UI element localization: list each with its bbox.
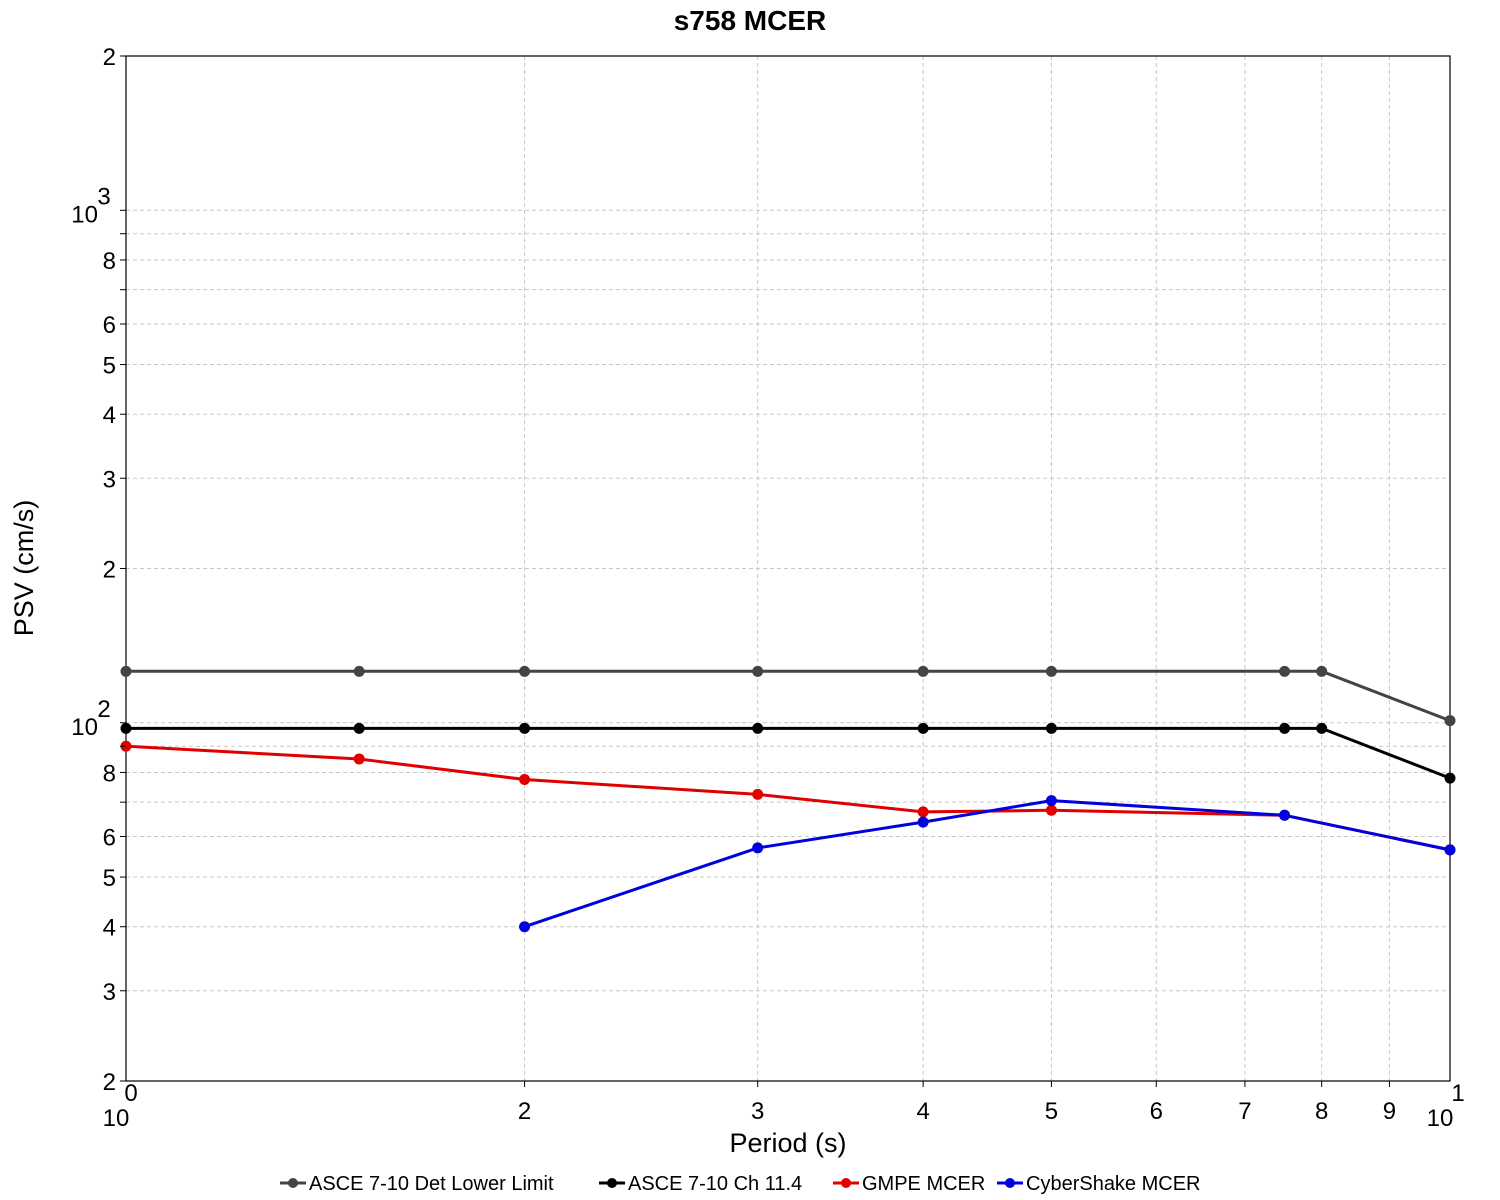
- series-asce-7-10-det-lower-limit: [120, 665, 1456, 727]
- data-point: [917, 816, 929, 828]
- legend-item: ASCE 7-10 Det Lower Limit: [280, 1173, 554, 1195]
- data-point: [1279, 722, 1291, 734]
- x-tick-label: 4: [916, 1098, 929, 1125]
- data-point: [1045, 665, 1057, 677]
- legend-label: CyberShake MCER: [1026, 1173, 1201, 1195]
- y-tick-label: 8: [103, 760, 116, 787]
- data-point: [519, 921, 531, 933]
- x-tick-label: 9: [1383, 1098, 1396, 1125]
- data-point: [1045, 722, 1057, 734]
- y-major-tick-label: 10: [71, 201, 98, 228]
- data-point: [1444, 844, 1456, 856]
- y-axis-label: PSV (cm/s): [9, 500, 39, 637]
- y-tick-label: 4: [103, 402, 116, 429]
- legend-swatch-marker: [1005, 1178, 1015, 1188]
- data-point: [752, 722, 764, 734]
- series-line: [125, 744, 1451, 852]
- y-tick-label: 6: [103, 312, 116, 339]
- series-line: [126, 726, 1451, 780]
- y-tick-label: 8: [103, 248, 116, 275]
- series-layer: [120, 665, 1456, 933]
- series-gmpe-mcer: [120, 740, 1456, 856]
- data-point: [519, 722, 531, 734]
- data-point: [752, 842, 764, 854]
- series-line: [524, 799, 1451, 929]
- legend-label: ASCE 7-10 Det Lower Limit: [309, 1173, 554, 1195]
- y-tick-label: 2: [103, 44, 116, 71]
- grid-lines: [126, 56, 1450, 1081]
- x-tick-label: 2: [518, 1098, 531, 1125]
- data-point: [1279, 665, 1291, 677]
- data-point: [752, 788, 764, 800]
- x-major-tick-label: 10: [1427, 1105, 1454, 1132]
- data-point: [917, 806, 929, 818]
- data-point: [353, 753, 365, 765]
- data-point: [1279, 809, 1291, 821]
- legend-label: ASCE 7-10 Ch 11.4: [628, 1173, 802, 1195]
- y-tick-label: 2: [103, 1069, 116, 1096]
- data-point: [120, 722, 132, 734]
- data-point: [519, 774, 531, 786]
- data-point: [1316, 665, 1328, 677]
- data-point: [1444, 772, 1456, 784]
- x-major-tick-exponent: 0: [124, 1080, 137, 1107]
- x-tick-label: 5: [1045, 1098, 1058, 1125]
- x-axis-label: Period (s): [729, 1128, 846, 1158]
- series-asce-7-10-ch-11-4: [120, 722, 1456, 784]
- legend-swatch-marker: [607, 1178, 617, 1188]
- chart-title: s758 MCER: [674, 5, 827, 36]
- data-point: [1444, 715, 1456, 727]
- y-major-tick-exponent: 2: [97, 696, 110, 723]
- legend: ASCE 7-10 Det Lower Limit ASCE 7-10 Ch 11…: [280, 1173, 1201, 1195]
- data-point: [917, 665, 929, 677]
- x-major-tick-exponent: 1: [1451, 1080, 1464, 1107]
- data-point: [1316, 722, 1328, 734]
- x-tick-label: 7: [1238, 1098, 1251, 1125]
- x-tick-label: 3: [751, 1098, 764, 1125]
- legend-item: GMPE MCER: [833, 1173, 985, 1195]
- y-major-tick-label: 10: [71, 714, 98, 741]
- legend-swatch-marker: [288, 1178, 298, 1188]
- y-tick-label: 3: [103, 979, 116, 1006]
- y-tick-label: 5: [103, 865, 116, 892]
- x-tick-label: 6: [1150, 1098, 1163, 1125]
- legend-item: CyberShake MCER: [997, 1173, 1201, 1195]
- series-line: [126, 669, 1451, 723]
- legend-label: GMPE MCER: [862, 1173, 985, 1195]
- data-point: [917, 722, 929, 734]
- y-tick-label: 5: [103, 353, 116, 380]
- x-major-tick-label: 10: [103, 1105, 130, 1132]
- y-tick-label: 6: [103, 824, 116, 851]
- y-tick-label: 2: [103, 557, 116, 584]
- y-major-tick-exponent: 3: [97, 183, 110, 210]
- data-point: [752, 665, 764, 677]
- data-point: [353, 722, 365, 734]
- data-point: [120, 665, 132, 677]
- data-point: [1045, 795, 1057, 807]
- series-cybershake-mcer: [519, 795, 1456, 933]
- legend-swatch-marker: [841, 1178, 851, 1188]
- legend-item: ASCE 7-10 Ch 11.4: [599, 1173, 802, 1195]
- data-point: [519, 665, 531, 677]
- y-tick-label: 4: [103, 915, 116, 942]
- y-tick-label: 3: [103, 466, 116, 493]
- data-point: [353, 665, 365, 677]
- x-tick-label: 8: [1315, 1098, 1328, 1125]
- data-point: [1045, 804, 1057, 816]
